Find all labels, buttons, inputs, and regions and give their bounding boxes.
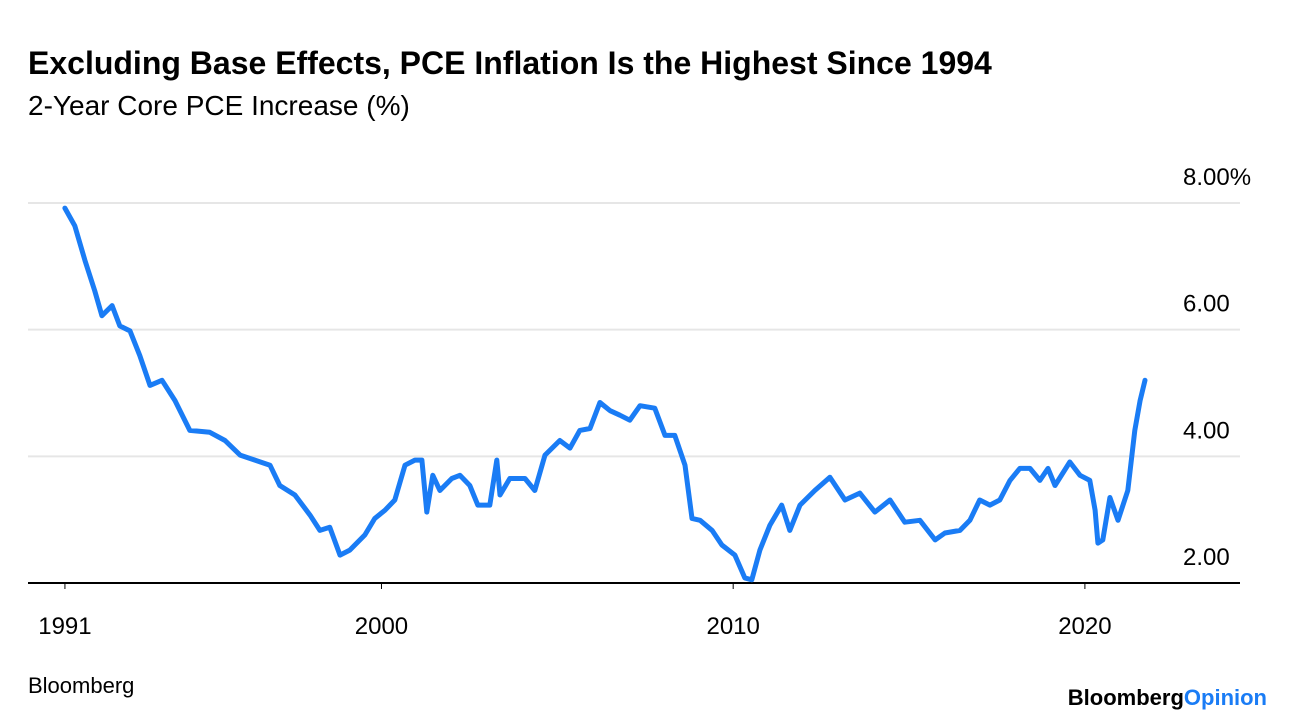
chart-subtitle: 2-Year Core PCE Increase (%) xyxy=(28,90,410,121)
y-tick-label: 2.00 xyxy=(1183,544,1230,571)
x-tick-label: 2010 xyxy=(706,613,759,640)
y-tick-label: 4.00 xyxy=(1183,417,1230,444)
logo-brand: Bloomberg xyxy=(1068,685,1184,710)
y-tick-label: 8.00% xyxy=(1183,164,1251,191)
logo: BloombergOpinion xyxy=(1068,685,1267,710)
chart-title: Excluding Base Effects, PCE Inflation Is… xyxy=(28,45,992,81)
logo-product: Opinion xyxy=(1184,685,1267,710)
source: Bloomberg xyxy=(28,673,134,698)
x-tick-label: 2020 xyxy=(1058,613,1111,640)
x-tick-label: 1991 xyxy=(38,613,91,640)
x-tick-label: 2000 xyxy=(355,613,408,640)
y-tick-label: 6.00 xyxy=(1183,291,1230,318)
line-series xyxy=(62,205,1148,583)
